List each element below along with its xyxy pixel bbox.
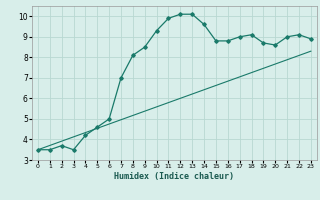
X-axis label: Humidex (Indice chaleur): Humidex (Indice chaleur) bbox=[115, 172, 234, 181]
